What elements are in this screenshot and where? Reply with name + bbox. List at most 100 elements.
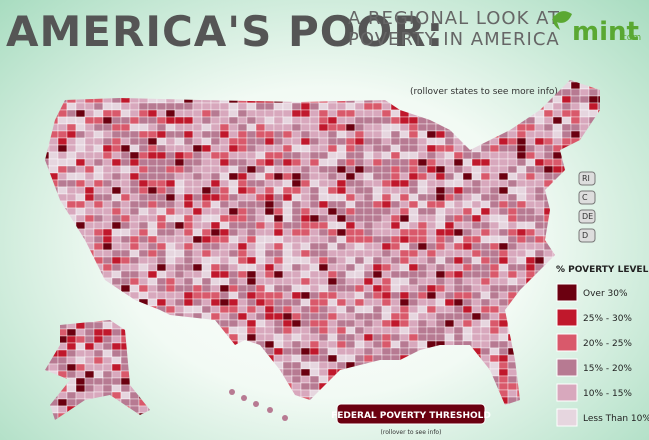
- county: [273, 396, 284, 405]
- county: [120, 137, 131, 146]
- county: [525, 277, 536, 286]
- state-button[interactable]: [578, 228, 596, 243]
- county: [48, 305, 59, 314]
- us-map[interactable]: [40, 75, 607, 421]
- county: [237, 151, 248, 160]
- county: [291, 284, 302, 293]
- county: [201, 389, 212, 398]
- county: [210, 382, 221, 391]
- county: [111, 221, 122, 230]
- county: [309, 242, 320, 251]
- county: [138, 81, 149, 90]
- state-button-label[interactable]: DE: [582, 212, 593, 221]
- county: [426, 102, 437, 111]
- county: [354, 249, 365, 258]
- county: [57, 221, 68, 230]
- county: [579, 116, 590, 125]
- county: [45, 291, 50, 300]
- county: [57, 305, 68, 314]
- county: [183, 80, 194, 83]
- county: [102, 396, 113, 405]
- county: [174, 382, 185, 391]
- county: [93, 207, 104, 216]
- county: [579, 109, 590, 118]
- county: [57, 412, 68, 420]
- county: [45, 396, 50, 405]
- threshold-button[interactable]: FEDERAL POVERTY THRESHOLD: [331, 403, 491, 425]
- county: [336, 172, 347, 181]
- county: [246, 319, 257, 328]
- county: [507, 291, 518, 300]
- county: [453, 333, 464, 342]
- county: [354, 319, 365, 328]
- county: [219, 263, 230, 272]
- county: [354, 193, 365, 202]
- county: [327, 242, 338, 251]
- county: [183, 81, 194, 90]
- county: [489, 242, 500, 251]
- county: [156, 298, 167, 307]
- state-button[interactable]: [578, 190, 596, 205]
- county: [372, 95, 383, 104]
- county: [597, 144, 600, 153]
- county: [84, 335, 95, 344]
- county: [300, 368, 311, 377]
- county: [66, 179, 77, 188]
- county: [273, 354, 284, 363]
- county: [156, 95, 167, 104]
- county: [102, 356, 113, 365]
- county: [408, 95, 419, 104]
- county: [255, 305, 266, 314]
- county: [318, 277, 329, 286]
- county: [381, 298, 392, 307]
- county: [183, 396, 194, 405]
- county: [579, 151, 590, 160]
- county: [282, 144, 293, 153]
- county: [219, 214, 230, 223]
- county: [237, 347, 248, 356]
- county: [453, 228, 464, 237]
- county: [75, 398, 86, 407]
- county: [309, 256, 320, 265]
- county: [66, 214, 77, 223]
- county: [462, 256, 473, 265]
- county: [372, 347, 383, 356]
- county: [273, 270, 284, 279]
- county: [120, 320, 131, 323]
- state-button[interactable]: [578, 209, 596, 224]
- region[interactable]: [40, 315, 157, 420]
- state-button-label[interactable]: C: [582, 193, 588, 202]
- state-button[interactable]: [578, 171, 596, 186]
- county: [462, 396, 473, 405]
- county: [534, 179, 545, 188]
- county: [507, 396, 518, 405]
- county: [75, 137, 86, 146]
- county: [498, 193, 509, 202]
- county: [444, 172, 455, 181]
- state-button-label[interactable]: D: [582, 231, 588, 240]
- county: [75, 321, 86, 330]
- county: [237, 207, 248, 216]
- county: [138, 284, 149, 293]
- county: [516, 256, 527, 265]
- county: [210, 235, 221, 244]
- county: [390, 291, 401, 300]
- button-label[interactable]: FEDERAL POVERTY THRESHOLD: [331, 411, 491, 421]
- county: [228, 361, 239, 370]
- county: [45, 172, 50, 181]
- county: [291, 319, 302, 328]
- county: [453, 312, 464, 321]
- county: [237, 235, 248, 244]
- county: [129, 270, 140, 279]
- county: [111, 256, 122, 265]
- county: [579, 102, 590, 111]
- county: [363, 312, 374, 321]
- county: [516, 305, 527, 314]
- button-bg[interactable]: [336, 403, 486, 425]
- county: [228, 144, 239, 153]
- county: [219, 186, 230, 195]
- county: [363, 382, 374, 391]
- county: [300, 235, 311, 244]
- county: [282, 172, 293, 181]
- state-button-label[interactable]: RI: [582, 174, 590, 183]
